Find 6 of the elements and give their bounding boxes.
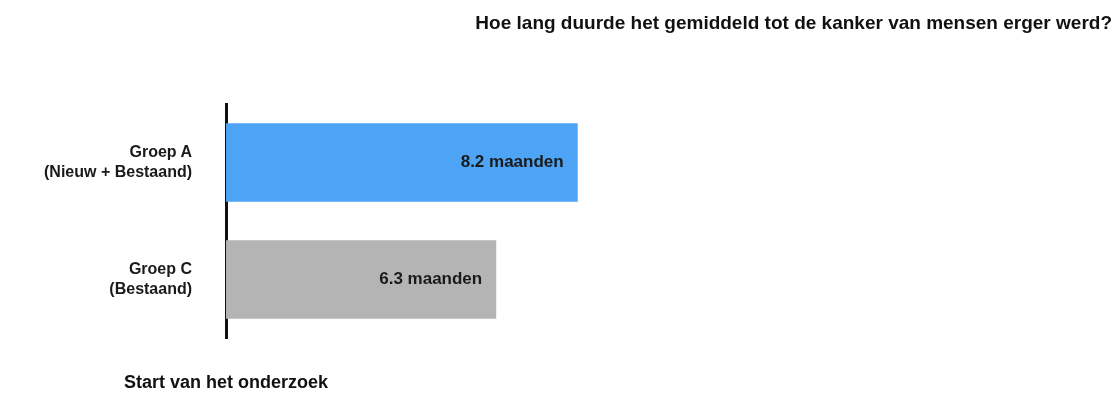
data-label: 6.3 maanden bbox=[379, 269, 483, 289]
data-label: 8.2 maanden bbox=[460, 152, 564, 172]
y-tick-label: Groep C (Bestaand) bbox=[109, 260, 193, 297]
text: Hoe lang duurde het gemiddeld tot de kanker van mensen erger werd? bbox=[474, 12, 1112, 35]
text: Start van het onderzoek bbox=[124, 372, 330, 392]
y-tick-label: Groep A (Nieuw + Bestaand) bbox=[44, 143, 193, 180]
